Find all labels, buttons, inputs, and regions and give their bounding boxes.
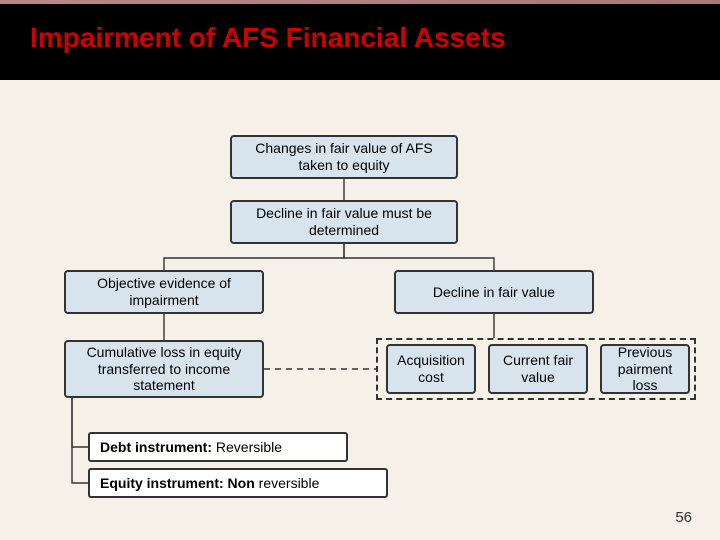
slide-title: Impairment of AFS Financial Assets — [30, 22, 506, 53]
box-decline-determined: Decline in fair value must be determined — [230, 200, 458, 244]
slide-header: Impairment of AFS Financial Assets — [0, 0, 720, 80]
box-cumulative-loss: Cumulative loss in equity transferred to… — [64, 340, 264, 398]
page-number: 56 — [675, 509, 692, 526]
box-label: Current fair value — [496, 352, 580, 386]
box-label: Objective evidence of impairment — [72, 275, 256, 309]
equity-label-bold: Equity instrument: Non — [100, 475, 255, 491]
box-changes-fair-value: Changes in fair value of AFS taken to eq… — [230, 135, 458, 179]
top-accent — [0, 0, 720, 4]
debt-label-rest: Reversible — [212, 439, 282, 455]
diagram-canvas: Changes in fair value of AFS taken to eq… — [0, 110, 720, 540]
box-label: Decline in fair value must be determined — [238, 205, 450, 239]
box-previous-loss: Previous pairment loss — [600, 344, 690, 394]
equity-label-rest: reversible — [255, 475, 320, 491]
box-equity-instrument: Equity instrument: Non reversible — [88, 468, 388, 498]
debt-label-bold: Debt instrument: — [100, 439, 212, 455]
box-label: Changes in fair value of AFS taken to eq… — [238, 140, 450, 174]
box-label: Cumulative loss in equity transferred to… — [72, 344, 256, 394]
box-objective-evidence: Objective evidence of impairment — [64, 270, 264, 314]
box-debt-instrument: Debt instrument: Reversible — [88, 432, 348, 462]
box-acquisition-cost: Acquisition cost — [386, 344, 476, 394]
box-label: Acquisition cost — [394, 352, 468, 386]
box-label: Decline in fair value — [433, 284, 555, 301]
box-decline-fair-value: Decline in fair value — [394, 270, 594, 314]
box-label: Previous pairment loss — [608, 344, 682, 394]
box-current-fair-value: Current fair value — [488, 344, 588, 394]
